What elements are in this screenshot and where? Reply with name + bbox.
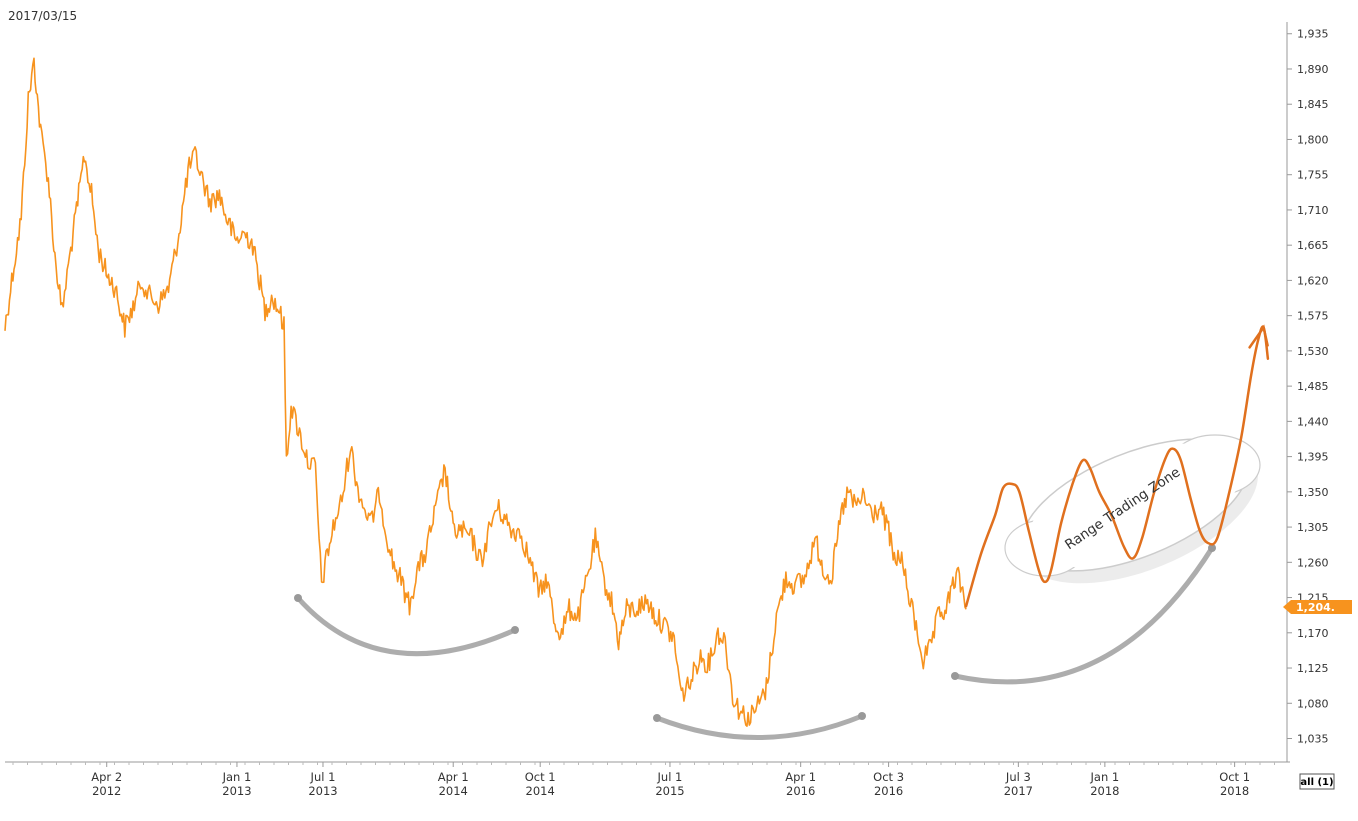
x-tick-label-bottom: 2018	[1220, 784, 1249, 798]
trend-arc-3-start	[951, 672, 959, 680]
all-button[interactable]: all (1)	[1299, 773, 1335, 790]
x-tick-label-bottom: 2015	[655, 784, 684, 798]
x-tick-label-bottom: 2013	[222, 784, 251, 798]
x-tick-label-bottom: 2018	[1090, 784, 1119, 798]
x-tick-label-top: Apr 1	[785, 770, 816, 784]
trend-arc-3-end	[1208, 544, 1216, 552]
y-tick-label: 1,305	[1297, 521, 1329, 534]
x-tick-label-bottom: 2016	[786, 784, 815, 798]
y-tick-label: 1,665	[1297, 239, 1329, 252]
y-tick-label: 1,890	[1297, 63, 1329, 76]
x-tick-label-top: Oct 1	[525, 770, 556, 784]
y-tick-label: 1,485	[1297, 380, 1329, 393]
y-axis-ticks: 1,935 1,890 1,845 1,800 1,755 1,710 1,665 1,620…	[1287, 28, 1329, 746]
y-tick-label: 1,755	[1297, 169, 1329, 182]
all-button-frame[interactable]	[1299, 773, 1335, 790]
x-tick-label-top: Jul 3	[1005, 770, 1031, 784]
x-tick-label-bottom: 2012	[92, 784, 121, 798]
x-tick-label-top: Jul 1	[657, 770, 683, 784]
y-tick-label: 1,620	[1297, 274, 1329, 287]
y-tick-label: 1,125	[1297, 662, 1329, 675]
x-tick-label-bottom: 2014	[526, 784, 555, 798]
trend-arcs	[294, 544, 1216, 740]
all-button-label[interactable]: all (1)	[1300, 777, 1333, 788]
trend-arc-2-end	[858, 712, 866, 720]
y-tick-label: 1,935	[1297, 28, 1329, 41]
x-tick-label-top: Jul 1	[310, 770, 336, 784]
x-tick-label-bottom: 2017	[1004, 784, 1033, 798]
x-tick-label-top: Jan 1	[1090, 770, 1120, 784]
projection-arrow-head	[1248, 324, 1269, 349]
y-tick-label: 1,575	[1297, 310, 1329, 323]
y-tick-label: 1,440	[1297, 415, 1329, 428]
last-value-badge-shape	[1283, 600, 1352, 614]
last-value-label: 1,204.	[1296, 601, 1335, 614]
x-tick-label-top: Apr 1	[438, 770, 469, 784]
x-tick-label-top: Oct 3	[873, 770, 904, 784]
y-tick-label: 1,350	[1297, 486, 1329, 499]
trend-arc-3	[952, 545, 1215, 685]
y-tick-label: 1,035	[1297, 733, 1329, 746]
y-tick-label: 1,260	[1297, 556, 1329, 569]
trend-arc-1	[295, 595, 518, 657]
y-tick-label: 1,800	[1297, 133, 1329, 146]
x-tick-label-top: Apr 2	[91, 770, 122, 784]
y-tick-label: 1,080	[1297, 697, 1329, 710]
price-series-line	[4, 57, 967, 727]
x-tick-label-top: Jan 1	[222, 770, 252, 784]
y-tick-label: 1,530	[1297, 345, 1329, 358]
x-tick-label-top: Oct 1	[1219, 770, 1250, 784]
y-tick-label: 1,710	[1297, 204, 1329, 217]
x-tick-label-bottom: 2013	[308, 784, 337, 798]
x-tick-label-bottom: 2014	[439, 784, 468, 798]
trend-arc-1-end	[511, 626, 519, 634]
y-tick-label: 1,170	[1297, 627, 1329, 640]
x-tick-label-bottom: 2016	[874, 784, 903, 798]
last-value-badge: 1,204.	[1283, 600, 1352, 614]
chart-date-label: 2017/03/15	[8, 9, 77, 23]
y-tick-label: 1,845	[1297, 98, 1329, 111]
projection-series-line	[964, 325, 1270, 608]
trend-arc-2-start	[653, 714, 661, 722]
y-tick-label: 1,395	[1297, 451, 1329, 464]
trend-arc-1-start	[294, 594, 302, 602]
trend-arc-2	[654, 713, 865, 740]
